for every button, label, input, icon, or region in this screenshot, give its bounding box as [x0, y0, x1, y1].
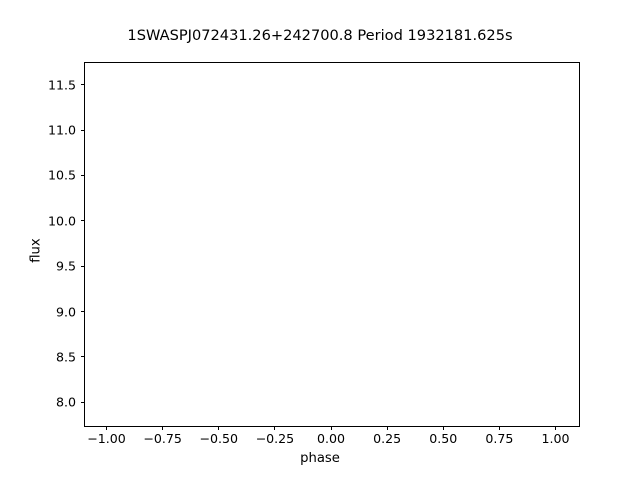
- x-tick-label: −0.50: [199, 431, 239, 446]
- x-tick-mark: [442, 426, 444, 430]
- y-tick-label: 11.5: [47, 77, 76, 93]
- y-tick-label: 8.5: [55, 349, 76, 365]
- y-tick-label: 10.5: [47, 167, 76, 183]
- x-tick-mark: [386, 426, 388, 430]
- x-tick-label: −1.00: [87, 431, 126, 446]
- x-tick-label: 0.25: [373, 431, 402, 446]
- y-tick-label: 10.0: [47, 213, 76, 229]
- x-tick-label: 1.00: [541, 431, 570, 446]
- x-tick-mark: [105, 426, 107, 430]
- x-tick-mark: [218, 426, 220, 430]
- y-tick-mark: [80, 356, 84, 358]
- y-tick-mark: [80, 129, 84, 131]
- y-axis-label: flux: [28, 238, 44, 263]
- x-tick-label: 0.75: [485, 431, 514, 446]
- x-tick-label: −0.75: [143, 431, 182, 446]
- x-axis-tick-labels: −1.00 −0.75 −0.50 −0.25 0.00 0.25 0.50 0.75 1.00: [0, 431, 640, 451]
- y-tick-label: 9.5: [55, 258, 76, 274]
- x-tick-label: −0.25: [255, 431, 295, 446]
- y-tick-mark: [80, 401, 84, 403]
- y-tick-mark: [80, 84, 84, 86]
- y-tick-mark: [80, 174, 84, 176]
- page-title: 1SWASPJ072431.26+242700.8 Period 1932181…: [127, 27, 513, 44]
- x-tick-label: 0.50: [429, 431, 458, 446]
- y-tick-mark: [80, 311, 84, 313]
- y-tick-mark: [80, 265, 84, 267]
- y-tick-label: 8.0: [55, 394, 76, 410]
- x-axis-label: phase: [300, 451, 340, 466]
- x-tick-mark: [274, 426, 276, 430]
- x-tick-mark: [498, 426, 500, 430]
- x-tick-label: 0.00: [316, 431, 346, 446]
- axes-frame: [84, 62, 580, 427]
- x-tick-mark: [162, 426, 164, 430]
- y-tick-mark: [80, 220, 84, 222]
- y-tick-label: 11.0: [47, 122, 76, 138]
- x-tick-mark: [555, 426, 557, 430]
- y-tick-label: 9.0: [55, 304, 76, 320]
- y-axis-tick-labels: 8.0 8.5 9.0 9.5 10.0 10.5 11.0 11.5: [0, 0, 76, 480]
- x-tick-mark: [330, 426, 332, 430]
